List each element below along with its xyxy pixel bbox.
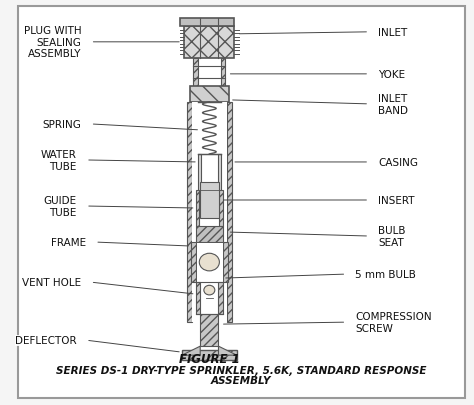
Text: WATER
TUBE: WATER TUBE (41, 150, 77, 171)
Bar (200, 183, 219, 218)
Text: PLUG WITH
SEALING
ASSEMBLY: PLUG WITH SEALING ASSEMBLY (24, 26, 82, 59)
Bar (186, 102, 192, 322)
Bar (192, 102, 227, 322)
Bar (196, 282, 200, 314)
Bar (196, 190, 199, 226)
Bar (196, 226, 223, 243)
Text: FRAME: FRAME (51, 237, 86, 247)
Bar (180, 19, 235, 27)
Text: CASING: CASING (378, 158, 419, 168)
Text: FIGURE 1: FIGURE 1 (179, 352, 240, 365)
Text: ASSEMBLY: ASSEMBLY (211, 375, 272, 385)
Bar (193, 59, 198, 87)
Text: GUIDE
TUBE: GUIDE TUBE (44, 196, 77, 217)
Bar (219, 282, 223, 314)
Text: 5 mm BULB: 5 mm BULB (356, 269, 416, 279)
Text: COMPRESSION
SCREW: COMPRESSION SCREW (356, 311, 432, 333)
Circle shape (204, 286, 215, 295)
Bar (221, 59, 225, 87)
Bar (196, 243, 223, 282)
Bar (190, 87, 229, 102)
Text: YOKE: YOKE (378, 70, 405, 80)
Bar (223, 243, 228, 282)
Polygon shape (182, 346, 200, 355)
Text: SPRING: SPRING (43, 119, 82, 130)
Bar (218, 155, 221, 194)
Bar (198, 155, 201, 194)
Text: SERIES DS-1 DRY-TYPE SPRINKLER, 5.6K, STANDARD RESPONSE: SERIES DS-1 DRY-TYPE SPRINKLER, 5.6K, ST… (56, 365, 427, 375)
Circle shape (199, 254, 219, 271)
Text: INLET: INLET (378, 28, 408, 38)
Bar (227, 102, 232, 322)
Text: VENT HOLE: VENT HOLE (22, 277, 82, 288)
Text: INSERT: INSERT (378, 196, 415, 205)
Polygon shape (219, 346, 237, 355)
Bar (184, 27, 235, 59)
Bar (182, 350, 237, 360)
Bar (219, 190, 223, 226)
Text: INLET
BAND: INLET BAND (378, 94, 408, 115)
Text: DEFLECTOR: DEFLECTOR (15, 335, 77, 345)
Text: BULB
SEAT: BULB SEAT (378, 226, 406, 247)
Bar (200, 314, 219, 346)
Bar (191, 243, 196, 282)
